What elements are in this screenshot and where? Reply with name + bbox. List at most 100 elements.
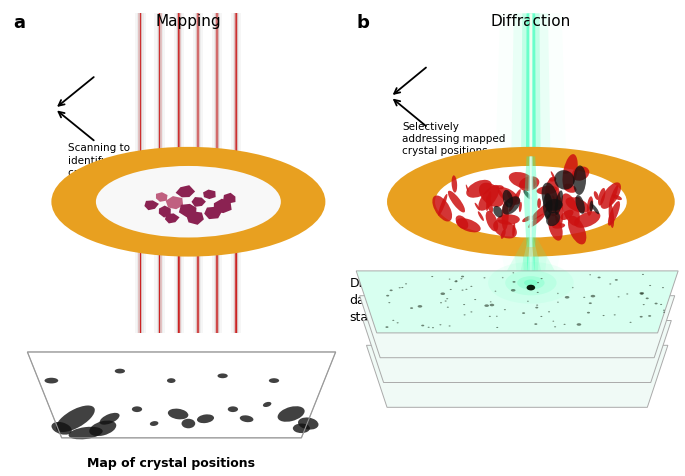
Ellipse shape [168, 409, 188, 419]
Ellipse shape [390, 290, 393, 292]
Text: Mapping: Mapping [155, 14, 221, 29]
Ellipse shape [614, 315, 616, 316]
Text: Selectively
addressing mapped
crystal positions: Selectively addressing mapped crystal po… [402, 121, 506, 156]
Ellipse shape [517, 277, 545, 290]
Ellipse shape [640, 292, 644, 295]
Ellipse shape [603, 315, 605, 317]
Bar [178, 14, 179, 333]
Ellipse shape [512, 223, 515, 237]
Ellipse shape [486, 211, 498, 232]
Ellipse shape [51, 148, 325, 257]
Ellipse shape [609, 204, 614, 228]
Polygon shape [356, 271, 678, 333]
Ellipse shape [496, 186, 503, 190]
Ellipse shape [649, 285, 651, 287]
Ellipse shape [427, 327, 429, 328]
Ellipse shape [573, 166, 586, 196]
Ellipse shape [498, 188, 520, 205]
Ellipse shape [501, 201, 509, 231]
Bar [154, 14, 164, 333]
Ellipse shape [462, 290, 464, 291]
Ellipse shape [549, 178, 556, 182]
Bar [198, 238, 199, 333]
Ellipse shape [655, 303, 658, 305]
Bar [216, 238, 218, 333]
Ellipse shape [535, 307, 538, 309]
Ellipse shape [451, 176, 457, 193]
Polygon shape [527, 238, 534, 271]
Bar [212, 14, 223, 333]
Ellipse shape [537, 282, 539, 284]
Bar [216, 14, 219, 333]
Ellipse shape [466, 185, 469, 193]
Ellipse shape [479, 183, 504, 208]
Ellipse shape [488, 262, 573, 304]
Ellipse shape [386, 295, 389, 297]
Ellipse shape [490, 304, 495, 307]
Ellipse shape [478, 186, 499, 211]
Ellipse shape [542, 183, 558, 214]
Bar [236, 238, 237, 333]
Ellipse shape [197, 415, 214, 423]
Ellipse shape [587, 197, 593, 216]
Ellipse shape [486, 192, 491, 211]
Bar [236, 14, 237, 333]
Bar [232, 14, 242, 333]
Ellipse shape [552, 196, 560, 211]
Text: b: b [356, 14, 369, 32]
Bar [178, 238, 179, 333]
Polygon shape [530, 14, 532, 309]
Ellipse shape [640, 293, 643, 295]
Ellipse shape [609, 284, 611, 285]
Polygon shape [166, 197, 183, 210]
Bar [235, 14, 238, 333]
Ellipse shape [590, 201, 593, 212]
Bar [138, 14, 142, 333]
Ellipse shape [577, 324, 582, 326]
Polygon shape [363, 321, 671, 383]
Bar [196, 14, 200, 333]
Ellipse shape [574, 212, 600, 228]
Polygon shape [175, 186, 195, 198]
Bar [178, 238, 179, 333]
Text: Diffraction: Diffraction [490, 14, 571, 29]
Ellipse shape [292, 424, 310, 433]
Ellipse shape [626, 294, 628, 295]
Ellipse shape [555, 203, 557, 210]
Ellipse shape [421, 325, 424, 327]
Polygon shape [203, 190, 216, 200]
Ellipse shape [505, 271, 556, 296]
Polygon shape [507, 238, 555, 271]
Ellipse shape [449, 326, 451, 327]
Bar [140, 14, 141, 333]
Ellipse shape [528, 214, 545, 228]
Ellipse shape [387, 148, 675, 257]
Ellipse shape [546, 212, 560, 227]
Ellipse shape [545, 199, 563, 211]
Polygon shape [204, 208, 222, 220]
Ellipse shape [519, 177, 539, 192]
Ellipse shape [551, 172, 556, 182]
Bar [158, 14, 162, 333]
Polygon shape [529, 14, 533, 309]
Ellipse shape [564, 184, 577, 193]
Ellipse shape [504, 309, 506, 310]
Ellipse shape [548, 188, 549, 195]
Ellipse shape [263, 402, 271, 407]
Ellipse shape [565, 297, 569, 299]
Bar [236, 238, 237, 333]
Ellipse shape [509, 190, 521, 212]
Ellipse shape [557, 293, 559, 295]
Ellipse shape [405, 284, 407, 285]
Ellipse shape [540, 278, 543, 279]
Bar [178, 14, 179, 333]
Bar [217, 238, 218, 333]
Ellipse shape [519, 202, 522, 213]
Ellipse shape [597, 277, 601, 279]
Ellipse shape [478, 212, 484, 221]
Bar [159, 238, 160, 333]
Polygon shape [223, 193, 236, 204]
Ellipse shape [493, 220, 517, 239]
Ellipse shape [471, 312, 473, 313]
Ellipse shape [475, 203, 480, 211]
